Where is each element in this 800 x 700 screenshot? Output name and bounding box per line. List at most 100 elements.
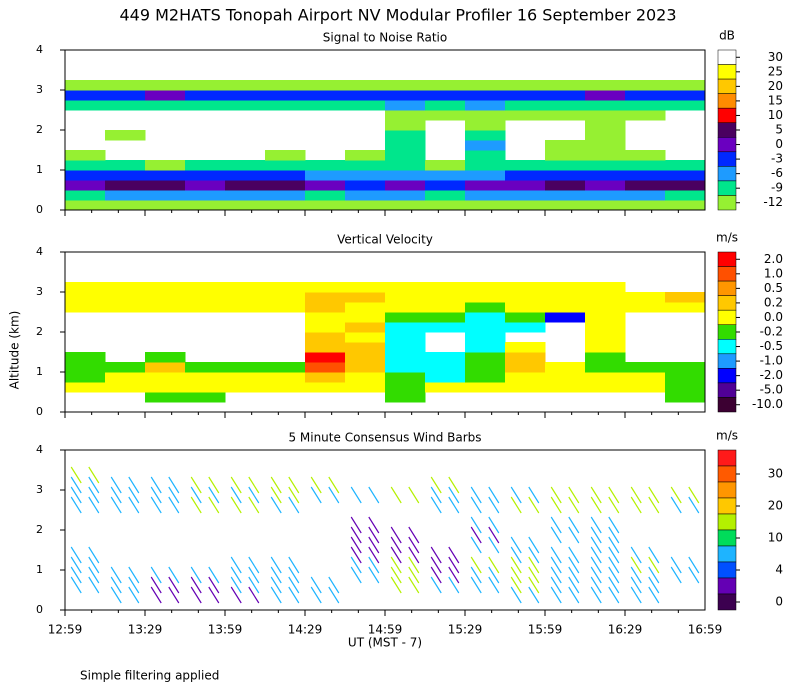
heat-cell: [385, 110, 426, 121]
wind-barb: [590, 486, 602, 504]
y-tick-label: 2: [36, 523, 43, 536]
wind-barb: [608, 526, 620, 544]
wind-barb: [270, 476, 282, 494]
colorbar-box: [717, 339, 737, 355]
y-tick-label: 1: [36, 563, 43, 576]
wind-barb: [590, 516, 602, 534]
heat-cell: [545, 312, 586, 323]
wind-barb: [470, 486, 482, 504]
heat-cell: [185, 180, 226, 191]
wind-barb: [470, 556, 482, 574]
colorbar-box: [717, 122, 737, 138]
wind-barb: [550, 576, 562, 594]
y-tick-label: 3: [36, 83, 43, 96]
wind-barb: [670, 486, 682, 504]
wind-barb: [430, 556, 442, 574]
wind-barb: [208, 476, 220, 494]
heat-cell: [505, 160, 546, 171]
wind-barb: [270, 486, 282, 504]
wind-barb: [248, 556, 260, 574]
heat-cell: [105, 372, 146, 383]
wind-barb: [288, 486, 300, 504]
heat-cell: [625, 170, 666, 181]
wind-barb: [630, 486, 642, 504]
wind-barb: [688, 556, 700, 574]
wind-barb: [368, 546, 380, 564]
heat-cell: [545, 80, 586, 91]
heat-cell: [385, 190, 426, 201]
wind-barb: [608, 586, 620, 604]
wind-barb: [88, 466, 100, 484]
colorbar-label: -1.0: [760, 354, 783, 368]
colorbar-box: [717, 497, 737, 515]
wind-barb: [390, 576, 402, 594]
y-tick-label: 2: [36, 325, 43, 338]
heat-cell: [625, 200, 666, 211]
heat-cell: [425, 282, 466, 293]
heat-cell: [345, 382, 386, 393]
wind-barb: [688, 566, 700, 584]
heat-cell: [545, 170, 586, 181]
heat-cell: [305, 292, 346, 303]
wind-barb: [670, 556, 682, 574]
heat-cell: [465, 100, 506, 111]
heat-cell: [305, 362, 346, 373]
heat-cell: [545, 372, 586, 383]
heat-cell: [545, 302, 586, 313]
colorbar-box: [717, 93, 737, 109]
wind-barb: [208, 486, 220, 504]
heat-cell: [505, 352, 546, 363]
heat-cell: [65, 200, 106, 211]
heat-cell: [265, 372, 306, 383]
wind-barb: [470, 526, 482, 544]
wind-barb: [528, 566, 540, 584]
colorbar-box: [717, 513, 737, 531]
colorbar-unit: dB: [719, 29, 735, 43]
wind-barb: [248, 486, 260, 504]
wind-barb: [510, 546, 522, 564]
wind-barb: [88, 496, 100, 514]
heat-cell: [345, 150, 386, 161]
wind-barb: [208, 586, 220, 604]
x-axis-label: UT (MST - 7): [348, 636, 422, 650]
heat-cell: [585, 372, 626, 383]
heat-cell: [545, 110, 586, 121]
wind-barb: [230, 576, 242, 594]
heat-cell: [425, 180, 466, 191]
heat-cell: [585, 80, 626, 91]
heat-cell: [65, 302, 106, 313]
heat-cell: [425, 322, 466, 333]
wind-barb: [248, 496, 260, 514]
wind-barb: [350, 486, 362, 504]
wind-barb: [350, 526, 362, 544]
wind-barb: [208, 496, 220, 514]
colorbar-label: -12: [763, 195, 783, 209]
colorbar-label: 30: [768, 50, 783, 64]
heat-cell: [465, 362, 506, 373]
heat-cell: [145, 80, 186, 91]
wind-barb: [70, 466, 82, 484]
wind-barb: [630, 496, 642, 514]
heat-cell: [585, 362, 626, 373]
wind-barb: [110, 476, 122, 494]
heat-cell: [305, 200, 346, 211]
wind-barb: [488, 566, 500, 584]
heat-cell: [65, 180, 106, 191]
heat-cell: [425, 110, 466, 121]
wind-barb: [328, 586, 340, 604]
heat-cell: [265, 180, 306, 191]
y-tick-label: 2: [36, 123, 43, 136]
heat-cell: [505, 312, 546, 323]
heat-cell: [585, 160, 626, 171]
colorbar-label: 15: [768, 93, 783, 107]
heat-cell: [65, 362, 106, 373]
heat-cell: [465, 342, 506, 353]
heat-cell: [425, 382, 466, 393]
heat-cell: [625, 150, 666, 161]
wind-barb: [350, 536, 362, 554]
heat-cell: [505, 170, 546, 181]
heat-cell: [265, 292, 306, 303]
heat-cell: [265, 170, 306, 181]
heat-cell: [105, 180, 146, 191]
